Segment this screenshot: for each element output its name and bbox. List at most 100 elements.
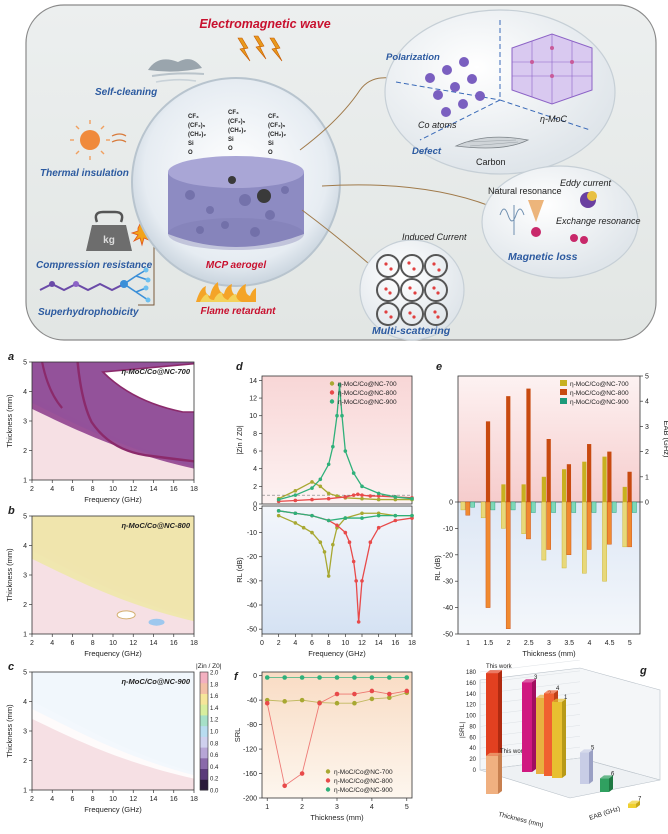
eab-bar — [501, 484, 506, 502]
x-tick-label: 10 — [109, 796, 117, 803]
moc-label: η-MoC — [540, 114, 567, 124]
x-tick-label: 16 — [170, 486, 178, 493]
x-tick-label: 0 — [260, 640, 264, 647]
bar-label: 4 — [556, 686, 560, 692]
colorbar-segment — [200, 725, 208, 737]
y-tick-label: 14 — [249, 378, 257, 385]
srl-bar-side — [609, 775, 613, 792]
data-point — [331, 542, 335, 547]
x-tick-label: 4 — [50, 486, 54, 493]
data-point — [282, 675, 287, 680]
x-axis-label: Thickness (mm) — [522, 649, 576, 658]
legend-marker — [325, 787, 331, 792]
colorbar-segment — [200, 768, 208, 780]
data-point — [404, 675, 410, 680]
y-axis-label: Thickness (mm) — [5, 704, 14, 758]
panel-letter: b — [8, 505, 15, 517]
colorbar-tick-label: 1.8 — [210, 682, 219, 688]
data-point — [376, 491, 381, 496]
bar-label: This work — [486, 664, 513, 670]
srl-bar-side — [532, 679, 536, 772]
svg-text:O: O — [268, 150, 273, 156]
magnetic-loss-label: Magnetic loss — [508, 251, 578, 263]
data-point — [276, 513, 281, 518]
data-point — [360, 496, 364, 501]
y-tick-label: 2 — [23, 448, 27, 455]
x-tick-label: 4 — [293, 640, 297, 647]
data-point — [369, 696, 375, 702]
colorbar-segment — [200, 779, 208, 791]
colorbar-segment — [200, 757, 208, 770]
rl-bar — [566, 501, 572, 555]
y-tick-label: 1 — [23, 632, 27, 639]
x-tick-label: 2 — [277, 640, 281, 647]
colorbar-tick-label: 0.0 — [210, 789, 219, 795]
srl-bar-side — [636, 800, 640, 808]
heatmap-min-spot — [148, 618, 165, 626]
data-point — [317, 675, 322, 680]
data-point — [310, 486, 314, 490]
x-tick-label: 16 — [170, 640, 178, 647]
eddy-current-label: Eddy current — [560, 178, 612, 188]
colorbar-tick-label: 1.4 — [210, 706, 219, 712]
molecule-icon — [39, 267, 151, 303]
impedance-plot-area — [261, 375, 413, 505]
panel-letter: c — [8, 661, 14, 673]
bar-label: 1 — [564, 695, 568, 701]
data-point — [318, 484, 323, 489]
y-tick-label: 12 — [249, 396, 257, 403]
legend-marker — [560, 389, 567, 395]
heatmap-c-field — [32, 672, 194, 790]
x-tick-label: 2.5 — [524, 640, 534, 647]
y-tick-label: 5 — [23, 360, 27, 367]
data-point — [387, 695, 392, 700]
rl-bar — [460, 501, 466, 511]
y-tick-label: -200 — [243, 796, 257, 803]
srl-bar-top — [552, 698, 566, 702]
y-tick-label: 180 — [466, 670, 477, 676]
data-point — [326, 491, 331, 496]
y-axis-label-top: EAB (GHz) — [662, 420, 668, 458]
y-tick-label: 20 — [469, 757, 476, 763]
induced-current-label: Induced Current — [402, 232, 467, 242]
srl-bar-side — [498, 670, 502, 770]
x-tick-label: 3 — [335, 804, 339, 811]
x-tick-label: 10 — [109, 640, 117, 647]
svg-text:Si: Si — [188, 141, 194, 147]
x-tick-label: 14 — [375, 640, 383, 647]
colorbar-segment — [200, 672, 208, 684]
y-tick-label: 5 — [23, 514, 27, 521]
data-point — [337, 383, 342, 387]
lightning-icon — [237, 35, 283, 62]
legend-label: η-MoC/Co@NC-700 — [570, 381, 629, 388]
panel-g: g 0 20 40 60 80 100 120 140 160 180 This work This w… — [459, 660, 661, 829]
svg-text:(CH₂)₂: (CH₂)₂ — [268, 132, 286, 138]
y-tick-label: 8 — [253, 431, 257, 438]
colorbar-tick-label: 1.2 — [210, 718, 219, 724]
svg-text:CF₃: CF₃ — [268, 114, 279, 120]
data-point — [326, 462, 331, 467]
rl-bar — [602, 501, 607, 582]
data-point — [351, 493, 356, 497]
y-tick-label: 4 — [253, 466, 257, 473]
eab-bar — [627, 471, 632, 502]
data-point — [351, 559, 356, 564]
data-point — [293, 498, 298, 503]
data-point — [393, 495, 398, 499]
x-tick-label: 12 — [129, 640, 137, 647]
panel-letter: f — [234, 671, 239, 683]
thermal-insulation-label: Thermal insulation — [40, 168, 129, 179]
x-tick-label: 8 — [91, 640, 95, 647]
srl-bar — [628, 803, 636, 808]
data-point — [276, 497, 281, 502]
rl-bar — [622, 501, 628, 548]
colorbar-segment — [200, 704, 208, 716]
srl-bar — [486, 755, 498, 794]
data-point — [326, 496, 331, 501]
srl-bar-side — [498, 752, 502, 794]
y-axis-label-bottom: RL (dB) — [235, 557, 244, 583]
panel-letter: e — [436, 361, 442, 373]
rl-bar — [551, 501, 556, 513]
srl-bar — [580, 752, 589, 784]
